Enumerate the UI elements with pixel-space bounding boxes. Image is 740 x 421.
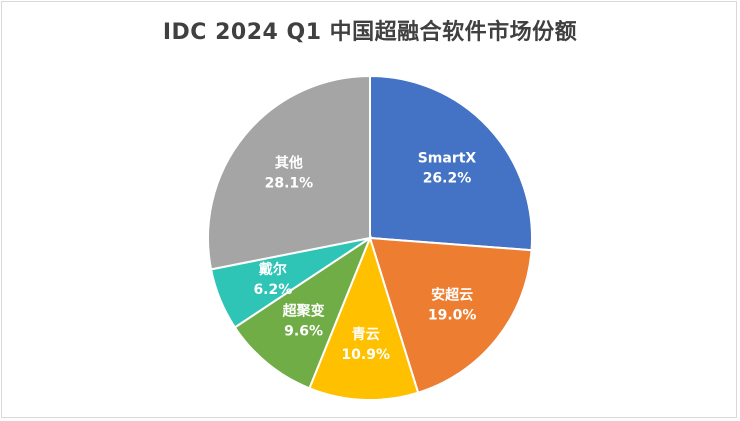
slice-label-1: 安超云 — [431, 286, 473, 303]
slice-label-3: 超聚变 — [282, 302, 325, 319]
chart-title: IDC 2024 Q1 中国超融合软件市场份额 — [162, 20, 578, 45]
slice-value-5: 28.1% — [265, 175, 314, 191]
pie-slice-5 — [207, 74, 371, 271]
slice-value-4: 6.2% — [253, 282, 292, 298]
slice-value-0: 26.2% — [423, 171, 472, 187]
slice-label-5: 其他 — [275, 154, 303, 171]
pie-labels: SmartX 26.2% 安超云 19.0% 青云 10.9% 超聚变 9.6% 戴尔 6.2% 其… — [253, 151, 476, 363]
slice-label-2: 青云 — [352, 326, 380, 343]
slice-label-0: SmartX — [418, 151, 477, 167]
slice-value-2: 10.9% — [341, 347, 390, 363]
slice-value-3: 9.6% — [284, 323, 323, 339]
slice-label-4: 戴尔 — [259, 261, 287, 278]
pie-slice-1 — [368, 236, 533, 394]
pie-slice-0 — [369, 74, 533, 252]
pie-slice-2 — [308, 235, 420, 401]
slice-value-1: 19.0% — [428, 307, 477, 323]
pie-slices — [207, 74, 533, 401]
pie-slice-3 — [233, 235, 373, 390]
